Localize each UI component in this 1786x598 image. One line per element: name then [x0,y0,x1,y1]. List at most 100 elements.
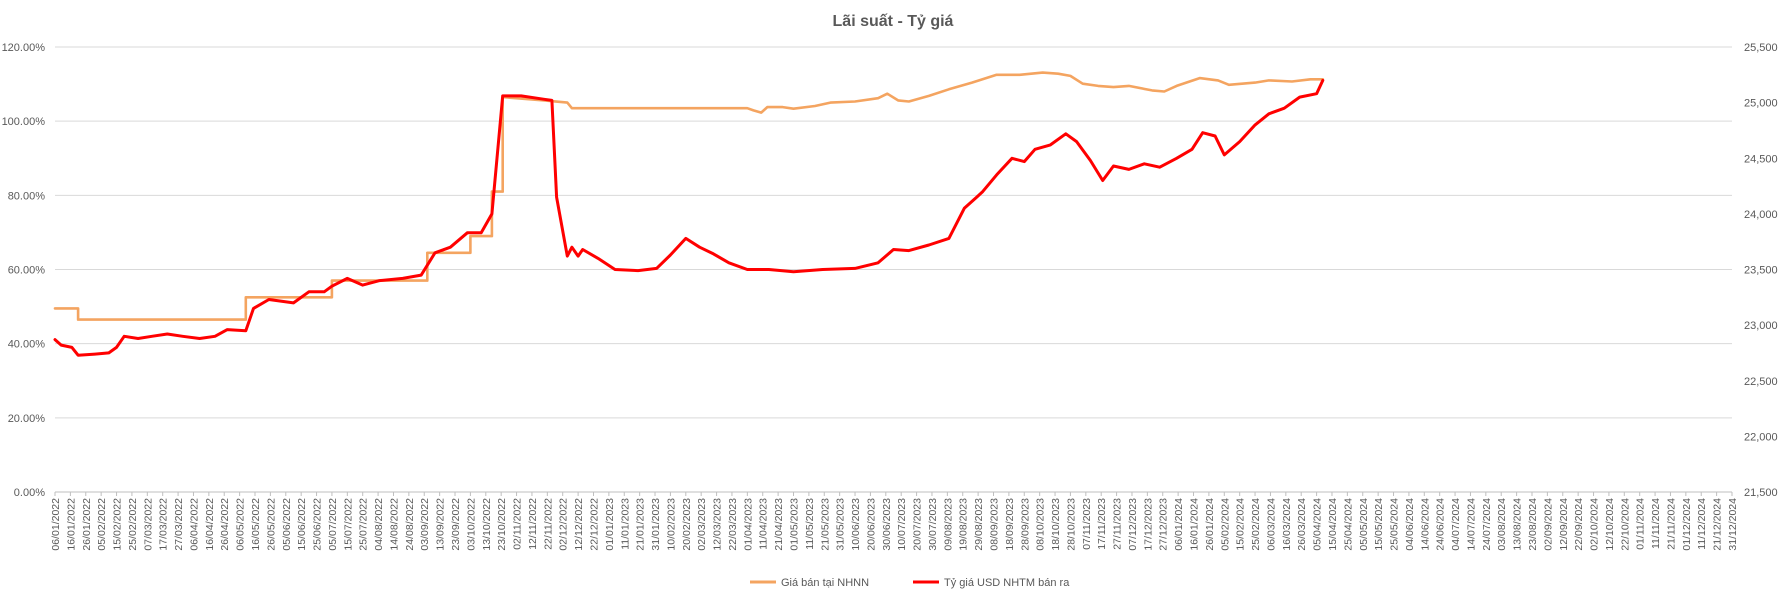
x-tick-label: 15/02/2022 [112,498,124,551]
x-tick-label: 13/09/2022 [435,498,447,551]
x-tick-label: 02/11/2022 [512,498,524,550]
x-tick-label: 18/09/2023 [1004,498,1016,551]
x-tick-label: 01/12/2024 [1681,498,1693,551]
x-tick-label: 29/08/2023 [973,498,985,551]
y-left-tick-label: 100.00% [2,116,46,128]
x-tick-label: 25/05/2024 [1389,498,1401,551]
x-tick-label: 21/01/2023 [635,498,647,551]
x-tick-label: 11/12/2024 [1696,498,1708,550]
x-tick-label: 11/04/2023 [758,498,770,550]
x-tick-label: 24/07/2024 [1481,498,1493,551]
x-tick-label: 16/01/2024 [1189,498,1201,551]
x-tick-label: 16/04/2022 [204,498,216,551]
x-tick-label: 04/08/2022 [373,498,385,551]
x-tick-label: 06/01/2022 [50,498,62,551]
x-tick-label: 30/06/2023 [881,498,893,551]
y-left-tick-label: 20.00% [8,413,46,425]
x-tick-label: 10/07/2023 [896,498,908,551]
x-tick-label: 12/11/2022 [527,498,539,550]
x-tick-label: 01/04/2023 [742,498,754,551]
x-tick-label: 23/08/2024 [1527,498,1539,551]
x-tick-label: 11/11/2024 [1650,498,1662,549]
x-tick-label: 03/08/2024 [1496,498,1508,551]
x-tick-label: 16/03/2024 [1281,498,1293,551]
x-tick-label: 12/12/2022 [573,498,585,551]
x-tick-label: 26/01/2024 [1204,498,1216,551]
x-tick-label: 02/12/2022 [558,498,570,551]
y-right-tick-label: 22,500 [1744,376,1778,388]
series-lines [53,71,1325,357]
gridlines [55,46,1732,493]
x-tick-label: 10/02/2023 [665,498,677,551]
x-tick-label: 17/12/2023 [1142,498,1154,551]
x-tick-label: 10/06/2023 [850,498,862,551]
x-tick-label: 11/05/2023 [804,498,816,550]
x-tick-label: 04/07/2024 [1450,498,1462,551]
x-tick-label: 31/12/2024 [1727,498,1739,551]
x-tick-label: 01/05/2023 [789,498,801,551]
x-tick-label: 15/04/2024 [1327,498,1339,551]
x-tick-label: 14/07/2024 [1465,498,1477,551]
x-tick-label: 04/06/2024 [1404,498,1416,551]
series-line-gia-ban-nhnn [53,71,1325,321]
x-tick-label: 22/11/2022 [542,498,554,550]
x-tick-label: 05/05/2024 [1358,498,1370,551]
x-tick-label: 08/09/2023 [989,498,1001,551]
x-tick-label: 30/07/2023 [927,498,939,551]
x-tick-label: 24/06/2024 [1435,498,1447,551]
y-axis-left: 0.00% 20.00% 40.00% 60.00% 80.00% 100.00% 120.… [2,42,46,499]
x-tick-label: 05/02/2024 [1219,498,1231,551]
x-tick-label: 19/08/2023 [958,498,970,551]
x-tick-label: 26/01/2022 [81,498,93,551]
x-tick-label: 01/11/2024 [1635,498,1647,550]
x-tick-label: 12/10/2024 [1604,498,1616,551]
x-tick-label: 25/04/2024 [1342,498,1354,551]
y-left-tick-label: 40.00% [8,339,46,351]
x-tick-label: 23/10/2022 [496,498,508,551]
x-tick-label: 20/06/2023 [865,498,877,551]
x-tick-label: 21/11/2024 [1666,498,1678,550]
y-right-tick-label: 21,500 [1744,487,1778,499]
x-tick-label: 02/03/2023 [696,498,708,551]
x-tick-label: 26/04/2022 [219,498,231,551]
x-tick-label: 07/11/2023 [1081,498,1093,550]
x-tick-label: 20/07/2023 [912,498,924,551]
y-axis-right: 21,500 22,000 22,500 23,000 23,500 24,000 24,5… [1744,42,1778,499]
x-tick-label: 26/05/2022 [265,498,277,551]
x-tick-label: 15/06/2022 [296,498,308,551]
y-right-tick-label: 24,500 [1744,153,1778,165]
x-tick-label: 02/09/2024 [1542,498,1554,551]
x-tick-label: 25/07/2022 [358,498,370,551]
x-tick-label: 05/06/2022 [281,498,293,551]
x-tick-label: 27/11/2023 [1112,498,1124,550]
x-tick-label: 03/09/2022 [419,498,431,551]
x-tick-label: 14/08/2022 [389,498,401,551]
x-tick-label: 21/12/2024 [1712,498,1724,551]
x-tick-label: 22/09/2024 [1573,498,1585,551]
x-tick-label: 03/10/2022 [465,498,477,551]
chart-title: Lãi suất - Tỷ giá [833,13,954,30]
x-tick-label: 26/03/2024 [1296,498,1308,551]
x-tick-label: 21/04/2023 [773,498,785,551]
x-tick-label: 08/10/2023 [1035,498,1047,551]
x-tick-label: 16/01/2022 [65,498,77,551]
x-tick-label: 27/03/2022 [173,498,185,551]
x-tick-label: 27/12/2023 [1158,498,1170,551]
y-left-tick-label: 120.00% [2,42,46,54]
x-tick-label: 23/09/2022 [450,498,462,551]
x-tick-label: 05/02/2022 [96,498,108,551]
x-tick-label: 25/02/2022 [127,498,139,551]
y-left-tick-label: 0.00% [14,487,45,499]
x-tick-label: 14/06/2024 [1419,498,1431,551]
x-tick-label: 25/06/2022 [312,498,324,551]
legend-label: Giá bán tại NHNN [781,577,869,589]
x-tick-label: 18/10/2023 [1050,498,1062,551]
x-tick-label: 20/02/2023 [681,498,693,551]
x-tick-label: 15/02/2024 [1235,498,1247,551]
legend-label: Tỷ giá USD NHTM bán ra [944,577,1070,589]
x-tick-label: 06/01/2024 [1173,498,1185,551]
x-tick-label: 11/01/2023 [619,498,631,550]
x-tick-label: 28/09/2023 [1019,498,1031,551]
x-tick-label: 13/10/2022 [481,498,493,551]
